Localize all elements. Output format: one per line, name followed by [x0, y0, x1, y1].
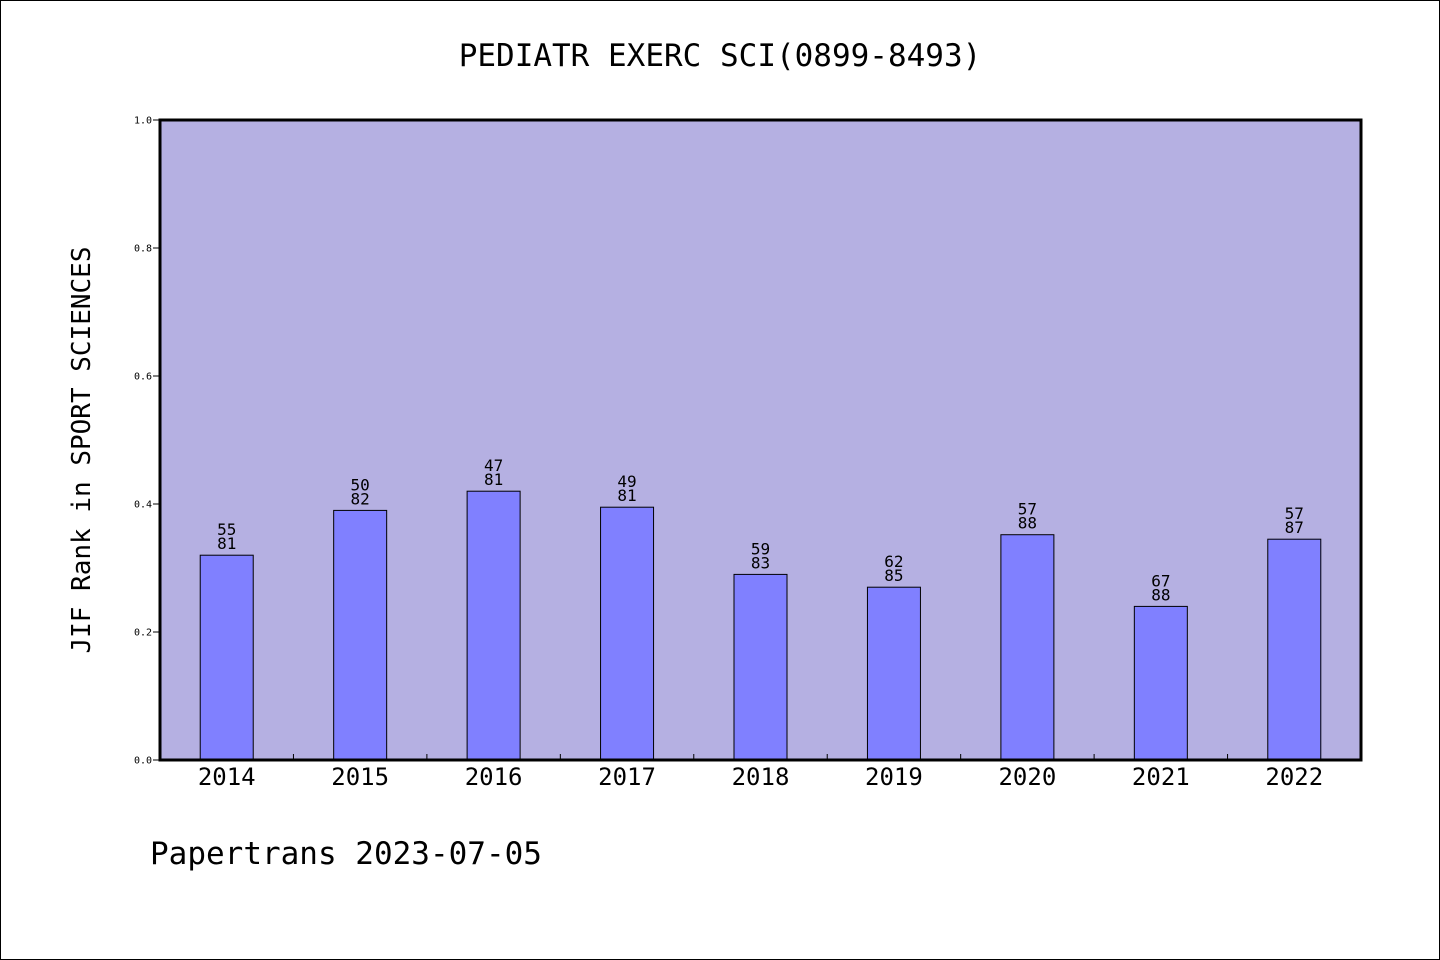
x-axis: 2014 2015 2016 2017 2018 2019 2020 2021 2022 [198, 754, 1323, 791]
data-label-rank: 57 [1285, 504, 1304, 523]
bar [1133, 605, 1188, 761]
bar [333, 509, 388, 761]
x-tick-label: 2019 [865, 763, 923, 791]
y-axis: 0.0 0.2 0.4 0.6 0.8 1.0 [134, 116, 160, 767]
x-tick-label: 2015 [331, 763, 389, 791]
data-label-total: 81 [484, 470, 503, 489]
data-label-total: 81 [217, 534, 236, 553]
bar [466, 490, 521, 761]
plot-border [158, 118, 1363, 762]
data-label-total: 88 [1151, 585, 1170, 604]
x-tick-label: 2017 [598, 763, 656, 791]
y-tick-label: 0.8 [134, 244, 152, 255]
chart-title: PEDIATR EXERC SCI(0899-8493) [459, 38, 982, 74]
x-tick-label: 2016 [465, 763, 523, 791]
data-label-rank: 50 [351, 475, 370, 494]
y-tick-label: 0.4 [134, 500, 152, 511]
y-tick-label: 0.2 [134, 628, 152, 639]
data-label-rank: 47 [484, 456, 503, 475]
data-label-total: 88 [1018, 514, 1037, 533]
data-label-rank: 59 [751, 539, 770, 558]
data-label-rank: 67 [1151, 571, 1170, 590]
y-tick-label: 0.6 [134, 372, 152, 383]
data-label-total: 87 [1285, 518, 1304, 537]
x-tick-label: 2014 [198, 763, 256, 791]
y-tick-label: 0.0 [134, 756, 152, 767]
x-tick-label: 2020 [998, 763, 1056, 791]
data-label-rank: 57 [1018, 500, 1037, 519]
bar [199, 554, 254, 761]
data-label-rank: 49 [617, 472, 636, 491]
data-label-rank: 62 [884, 552, 903, 571]
data-label-total: 81 [617, 486, 636, 505]
x-tick-label: 2022 [1265, 763, 1323, 791]
x-tick-label: 2021 [1132, 763, 1190, 791]
data-label-total: 85 [884, 566, 903, 585]
footer-text: Papertrans 2023-07-05 [150, 836, 542, 872]
data-label-total: 82 [351, 489, 370, 508]
bar [1000, 534, 1055, 761]
bar [866, 586, 921, 761]
y-tick-label: 1.0 [134, 116, 152, 127]
bar [733, 573, 788, 761]
data-label-total: 83 [751, 553, 770, 572]
bar [1267, 538, 1322, 761]
data-label-rank: 55 [217, 520, 236, 539]
y-axis-label: JIF Rank in SPORT SCIENCES [67, 247, 97, 654]
bar [600, 506, 655, 761]
x-tick-label: 2018 [732, 763, 790, 791]
